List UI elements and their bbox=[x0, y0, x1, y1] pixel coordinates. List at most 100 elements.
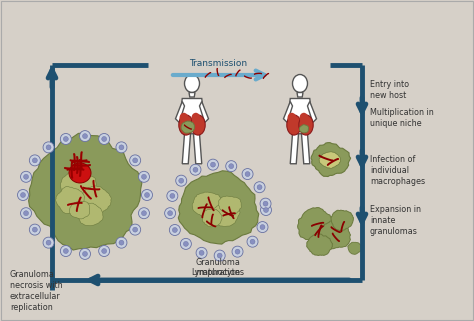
Polygon shape bbox=[60, 169, 96, 201]
Ellipse shape bbox=[142, 174, 146, 179]
Text: Multiplication in
unique niche: Multiplication in unique niche bbox=[370, 108, 434, 128]
Ellipse shape bbox=[43, 142, 54, 153]
Ellipse shape bbox=[119, 240, 124, 245]
Ellipse shape bbox=[193, 167, 198, 172]
Text: Transmission: Transmission bbox=[189, 59, 247, 68]
Ellipse shape bbox=[190, 164, 201, 175]
Ellipse shape bbox=[261, 204, 272, 215]
Polygon shape bbox=[301, 134, 310, 164]
Ellipse shape bbox=[99, 246, 109, 256]
Ellipse shape bbox=[170, 194, 175, 198]
Ellipse shape bbox=[199, 250, 204, 255]
Ellipse shape bbox=[257, 185, 262, 190]
Ellipse shape bbox=[167, 190, 178, 201]
Ellipse shape bbox=[60, 246, 72, 256]
Ellipse shape bbox=[288, 113, 296, 123]
Ellipse shape bbox=[80, 131, 91, 142]
Polygon shape bbox=[80, 186, 111, 213]
Ellipse shape bbox=[217, 253, 222, 258]
Ellipse shape bbox=[24, 211, 28, 216]
Ellipse shape bbox=[24, 174, 28, 179]
Ellipse shape bbox=[43, 237, 54, 248]
Ellipse shape bbox=[245, 172, 250, 177]
Ellipse shape bbox=[254, 182, 265, 193]
Ellipse shape bbox=[164, 208, 175, 219]
Polygon shape bbox=[202, 209, 222, 227]
Polygon shape bbox=[311, 143, 351, 177]
Polygon shape bbox=[181, 121, 194, 133]
Ellipse shape bbox=[60, 134, 72, 144]
Text: Expansion in
innate
granulomas: Expansion in innate granulomas bbox=[370, 205, 421, 236]
Ellipse shape bbox=[191, 115, 205, 135]
Ellipse shape bbox=[119, 145, 124, 150]
Ellipse shape bbox=[169, 224, 181, 236]
Ellipse shape bbox=[64, 136, 68, 142]
Polygon shape bbox=[200, 101, 209, 123]
Polygon shape bbox=[308, 101, 317, 123]
Ellipse shape bbox=[181, 239, 191, 249]
Ellipse shape bbox=[226, 161, 237, 172]
Ellipse shape bbox=[229, 164, 234, 169]
Ellipse shape bbox=[208, 159, 219, 170]
Text: Granuloma
necrosis with
extracellular
replication: Granuloma necrosis with extracellular re… bbox=[10, 270, 63, 312]
Ellipse shape bbox=[46, 240, 51, 245]
Ellipse shape bbox=[300, 113, 308, 123]
Polygon shape bbox=[69, 201, 90, 219]
Ellipse shape bbox=[184, 74, 200, 92]
Ellipse shape bbox=[102, 136, 107, 142]
Text: Granuloma
maturation: Granuloma maturation bbox=[196, 258, 240, 277]
Ellipse shape bbox=[242, 169, 253, 179]
Text: Lymphocytes: Lymphocytes bbox=[191, 268, 245, 277]
Ellipse shape bbox=[250, 239, 255, 244]
Polygon shape bbox=[182, 134, 191, 164]
Ellipse shape bbox=[247, 236, 258, 247]
Ellipse shape bbox=[142, 189, 153, 201]
Ellipse shape bbox=[116, 237, 127, 248]
Polygon shape bbox=[299, 125, 309, 133]
Polygon shape bbox=[175, 101, 184, 123]
Ellipse shape bbox=[116, 142, 127, 153]
Ellipse shape bbox=[102, 248, 107, 254]
Ellipse shape bbox=[80, 248, 91, 259]
Ellipse shape bbox=[32, 158, 37, 163]
Polygon shape bbox=[348, 242, 362, 254]
Ellipse shape bbox=[287, 115, 301, 135]
Polygon shape bbox=[181, 99, 203, 134]
Polygon shape bbox=[219, 196, 241, 214]
Ellipse shape bbox=[180, 113, 188, 123]
Ellipse shape bbox=[130, 155, 141, 166]
Polygon shape bbox=[289, 99, 311, 134]
Polygon shape bbox=[193, 134, 202, 164]
Ellipse shape bbox=[264, 207, 268, 213]
Ellipse shape bbox=[18, 189, 28, 201]
Ellipse shape bbox=[176, 175, 187, 186]
Polygon shape bbox=[178, 171, 259, 244]
Ellipse shape bbox=[29, 155, 40, 166]
Ellipse shape bbox=[173, 228, 177, 232]
Ellipse shape bbox=[32, 227, 37, 232]
Polygon shape bbox=[319, 152, 340, 168]
Ellipse shape bbox=[82, 251, 88, 256]
Ellipse shape bbox=[130, 224, 141, 235]
Ellipse shape bbox=[196, 247, 207, 258]
Ellipse shape bbox=[292, 74, 308, 92]
Ellipse shape bbox=[20, 208, 32, 219]
Ellipse shape bbox=[82, 134, 88, 139]
Polygon shape bbox=[55, 187, 84, 213]
Polygon shape bbox=[77, 203, 103, 226]
Ellipse shape bbox=[168, 211, 173, 216]
Polygon shape bbox=[297, 92, 303, 97]
Ellipse shape bbox=[210, 162, 216, 167]
Polygon shape bbox=[211, 204, 240, 226]
Ellipse shape bbox=[235, 249, 240, 254]
Ellipse shape bbox=[179, 115, 193, 135]
Ellipse shape bbox=[179, 178, 184, 183]
Polygon shape bbox=[192, 192, 223, 218]
Ellipse shape bbox=[46, 145, 51, 150]
Ellipse shape bbox=[133, 158, 137, 163]
Ellipse shape bbox=[133, 227, 137, 232]
Ellipse shape bbox=[145, 193, 149, 197]
Ellipse shape bbox=[260, 198, 271, 209]
Ellipse shape bbox=[183, 241, 188, 246]
Ellipse shape bbox=[29, 224, 40, 235]
